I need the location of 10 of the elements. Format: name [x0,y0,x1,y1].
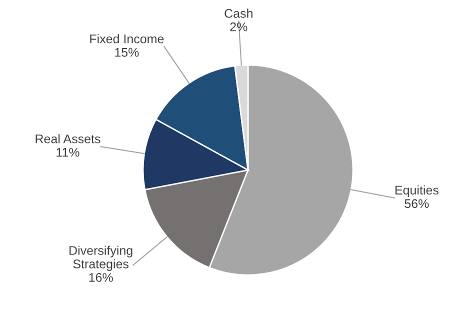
slice-label: Equities [395,185,438,198]
data-label: 15% [115,48,139,57]
slice-label: Fixed Income [90,34,164,44]
slice-label: Cash [224,8,252,18]
data-label: 56% [404,199,429,208]
data-label: 16% [89,273,113,282]
slice-label: Diversifying Strategies [70,246,132,271]
data-label: 2% [230,22,248,32]
slice-label: Real Assets [36,134,100,144]
data-label: 11% [56,148,80,157]
